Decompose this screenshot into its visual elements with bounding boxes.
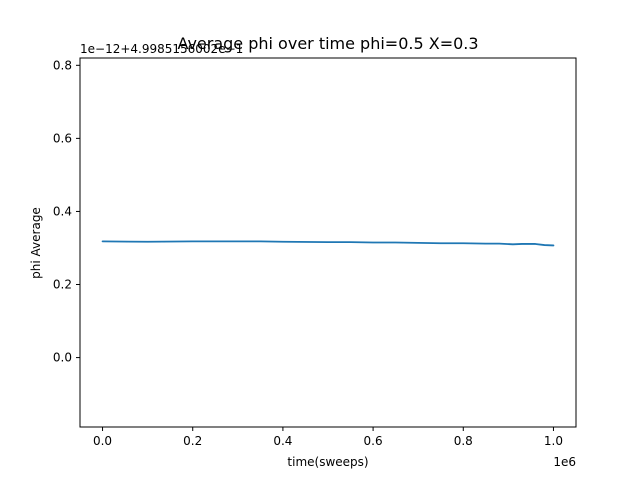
y-tick-label: 0.8 bbox=[53, 58, 72, 72]
x-offset-text: 1e6 bbox=[553, 455, 576, 469]
plot-layer bbox=[101, 240, 555, 247]
plot-frame bbox=[79, 57, 577, 428]
series-line bbox=[101, 240, 555, 247]
y-tick-label: 0.6 bbox=[53, 131, 72, 145]
y-tick-label: 0.2 bbox=[53, 278, 72, 292]
x-tick-label: 0.2 bbox=[183, 434, 202, 448]
y-tick-label: 0.4 bbox=[53, 204, 72, 218]
x-tick-label: 1.0 bbox=[544, 434, 563, 448]
y-offset-text: 1e−12+4.9985156002e−1 bbox=[80, 42, 243, 56]
y-tick-label: 0.0 bbox=[53, 351, 72, 365]
y-axis-ticks: 0.0 0.2 0.4 0.6 0.8 bbox=[53, 58, 80, 365]
x-axis-ticks: 0.0 0.2 0.4 0.6 0.8 1.0 bbox=[93, 427, 563, 448]
x-tick-label: 0.8 bbox=[454, 434, 473, 448]
x-tick-label: 0.4 bbox=[273, 434, 292, 448]
x-tick-label: 0.6 bbox=[364, 434, 383, 448]
x-tick-label: 0.0 bbox=[93, 434, 112, 448]
x-axis-label: time(sweeps) bbox=[287, 455, 368, 469]
chart-title: Average phi over time phi=0.5 X=0.3 bbox=[177, 34, 478, 53]
y-axis-label: phi Average bbox=[29, 207, 43, 279]
